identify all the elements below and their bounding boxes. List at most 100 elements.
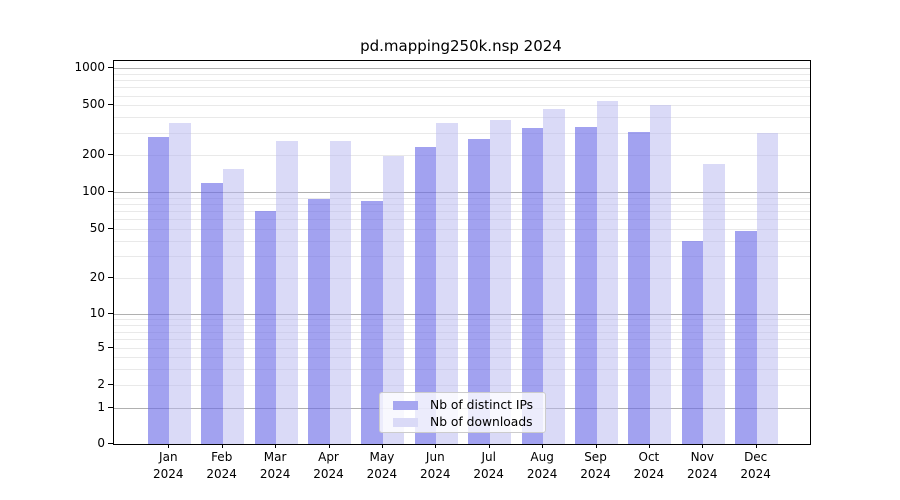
x-tick-year: 2024 — [420, 467, 451, 481]
legend-label-downloads: Nb of downloads — [430, 415, 533, 429]
x-tick-year: 2024 — [580, 467, 611, 481]
x-tick-label: Feb 2024 — [190, 449, 254, 483]
x-tick-month: Jun — [425, 450, 445, 464]
bar-downloads-jul — [489, 119, 512, 444]
chart-title: pd.mapping250k.nsp 2024 — [360, 37, 562, 55]
minor-gridline — [114, 73, 810, 75]
y-tick — [108, 104, 113, 106]
legend-label-distinct-ips: Nb of distinct IPs — [430, 398, 534, 412]
x-tick-month: Nov — [690, 450, 714, 464]
x-tick — [595, 444, 597, 448]
x-tick-month: Jan — [159, 450, 178, 464]
x-tick-year: 2024 — [259, 467, 291, 481]
major-gridline — [114, 314, 810, 316]
x-tick — [381, 444, 383, 448]
y-tick — [108, 384, 113, 386]
minor-gridline — [114, 219, 810, 221]
y-tick-label: 1 — [97, 399, 105, 414]
x-tick — [648, 444, 650, 448]
x-tick-label: Aug 2024 — [510, 449, 574, 483]
x-tick-label: Sep 2024 — [564, 449, 628, 483]
x-tick-month: Apr — [318, 450, 339, 464]
bar-distinct-ips-jan — [147, 136, 170, 444]
bar-distinct-ips-may — [361, 200, 383, 444]
minor-gridline — [114, 95, 810, 97]
x-tick-year: 2024 — [366, 467, 398, 481]
y-tick-label: 0 — [97, 436, 105, 450]
minor-gridline — [114, 211, 810, 212]
y-tick-label: 200 — [82, 147, 105, 161]
minor-gridline — [114, 197, 810, 199]
x-tick-label: May 2024 — [350, 449, 414, 483]
legend-swatch-distinct-ips — [393, 400, 418, 410]
legend: Nb of distinct IPs Nb of downloads — [379, 392, 546, 433]
bar-downloads-may — [382, 156, 405, 444]
x-tick-month: Oct — [638, 450, 660, 464]
x-tick-month: May — [369, 450, 395, 464]
bar-downloads-dec — [756, 133, 779, 444]
x-tick-year: 2024 — [526, 467, 558, 481]
y-tick — [108, 346, 113, 348]
y-tick-label: 100 — [82, 184, 105, 198]
y-tick — [108, 154, 113, 155]
x-tick-month: Sep — [584, 450, 607, 464]
bar-downloads-jun — [436, 123, 458, 444]
minor-gridline — [114, 203, 810, 205]
x-tick — [328, 444, 330, 448]
x-tick-label: Nov 2024 — [670, 449, 734, 483]
minor-gridline — [114, 368, 810, 370]
x-tick — [702, 444, 704, 448]
bar-distinct-ips-dec — [735, 231, 757, 444]
y-tick-label: 20 — [89, 269, 105, 284]
x-tick-year: 2024 — [687, 467, 718, 481]
bar-downloads-sep — [596, 101, 618, 444]
legend-item-distinct-ips: Nb of distinct IPs — [388, 397, 545, 413]
minor-gridline — [114, 133, 810, 134]
x-tick-year: 2024 — [153, 467, 184, 481]
minor-gridline — [114, 87, 810, 89]
minor-gridline — [114, 347, 810, 349]
bar-downloads-nov — [703, 163, 725, 444]
y-tick — [108, 443, 113, 444]
minor-gridline — [114, 338, 810, 340]
major-gridline — [114, 192, 810, 193]
minor-gridline — [114, 155, 810, 156]
x-tick-label: Jan 2024 — [136, 449, 200, 483]
x-tick — [755, 444, 757, 448]
x-tick-year: 2024 — [473, 467, 504, 481]
bar-distinct-ips-jul — [468, 138, 490, 444]
x-tick-month: Dec — [744, 450, 768, 464]
y-tick-label: 5 — [97, 339, 105, 354]
minor-gridline — [114, 277, 810, 279]
minor-gridline — [114, 256, 810, 258]
bar-distinct-ips-jun — [414, 147, 437, 444]
x-tick — [542, 444, 544, 448]
x-tick-label: Mar 2024 — [243, 449, 307, 483]
x-tick-label: Oct 2024 — [617, 449, 681, 483]
bar-distinct-ips-apr — [308, 198, 330, 444]
x-tick-label: Jul 2024 — [457, 449, 521, 483]
y-tick — [108, 191, 113, 192]
x-tick-year: 2024 — [313, 467, 344, 481]
x-tick-year: 2024 — [740, 467, 771, 481]
bar-downloads-feb — [222, 168, 245, 444]
bar-downloads-oct — [649, 105, 672, 444]
minor-gridline — [114, 240, 810, 242]
minor-gridline — [114, 331, 810, 333]
x-tick-label: Apr 2024 — [297, 449, 361, 483]
major-gridline — [114, 68, 810, 69]
bar-downloads-jan — [169, 123, 191, 444]
y-tick — [108, 228, 113, 229]
bar-downloads-aug — [543, 108, 565, 444]
x-tick-month: Feb — [211, 450, 233, 464]
minor-gridline — [114, 117, 810, 119]
minor-gridline — [114, 319, 810, 321]
bar-distinct-ips-nov — [681, 240, 704, 444]
bar-distinct-ips-sep — [575, 127, 597, 444]
bar-downloads-apr — [329, 140, 351, 444]
x-tick — [275, 444, 277, 448]
x-tick-year: 2024 — [206, 467, 237, 481]
y-tick-label: 10 — [89, 306, 105, 321]
x-tick-label: Jun 2024 — [403, 449, 467, 483]
